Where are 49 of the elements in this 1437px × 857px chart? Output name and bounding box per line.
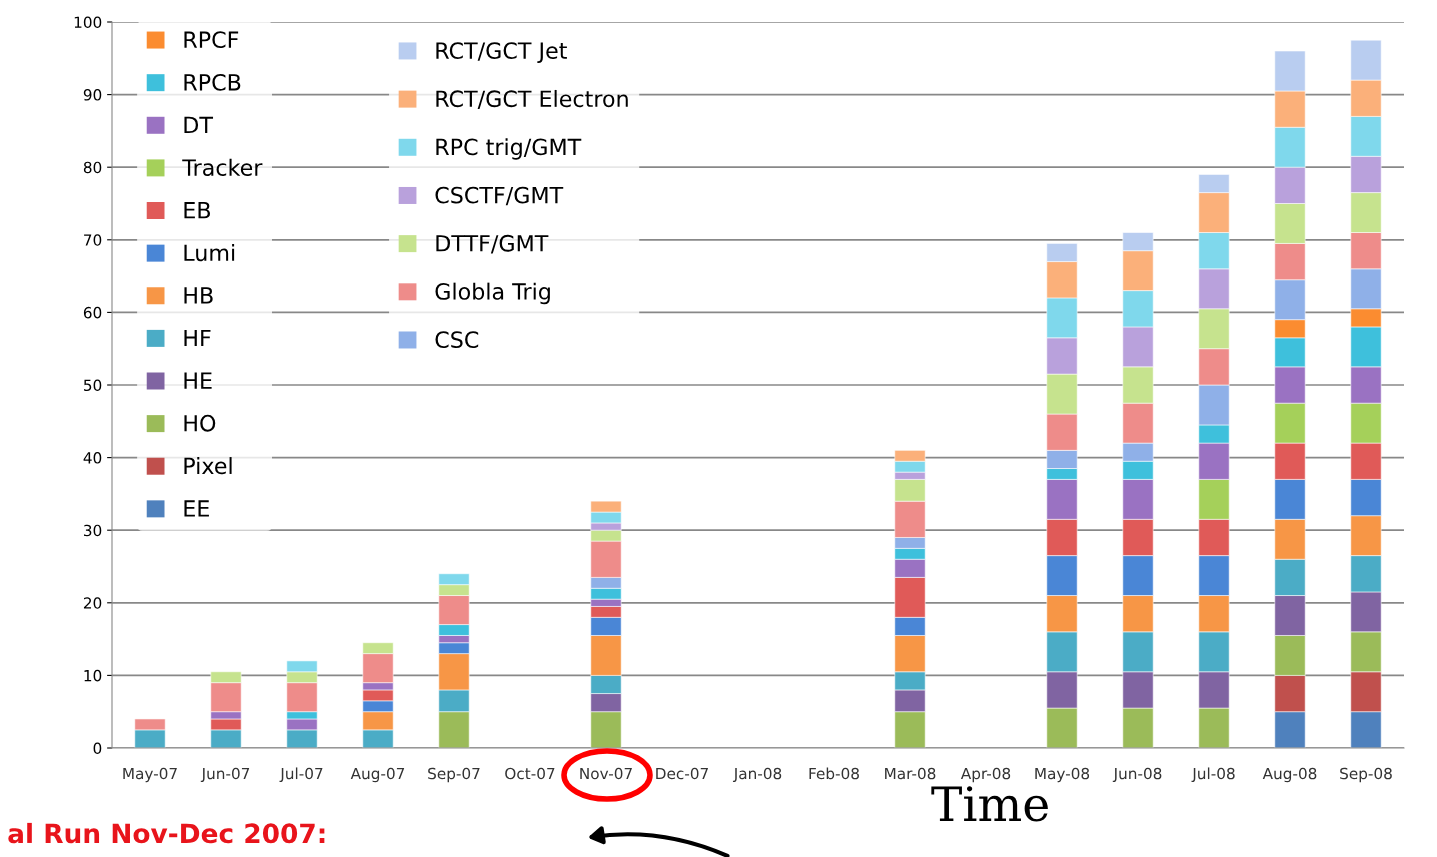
legend-label: CSC — [435, 331, 479, 349]
x-tick-label: Feb-08 — [809, 767, 859, 780]
x-tick-label: Jul-07 — [279, 767, 323, 783]
legend-label: HB — [184, 287, 213, 304]
y-tick-label: 80 — [83, 161, 102, 174]
legend-label: DT — [184, 116, 214, 134]
legend-label: RPCF — [184, 31, 239, 49]
legend-label: Globla Trig — [435, 282, 550, 305]
legend-label: DTTF/GMT — [436, 234, 549, 254]
x-tick-label: Jun-08 — [1112, 767, 1162, 783]
legend-label: HO — [184, 414, 216, 432]
legend-label: HE — [184, 372, 212, 389]
x-tick-label: Sep-07 — [428, 767, 480, 783]
x-tick-label: Oct-07 — [505, 767, 555, 780]
legend-label: Pixel — [184, 457, 232, 475]
x-tick-label: Jan-08 — [732, 767, 782, 783]
y-tick-label: 90 — [83, 89, 102, 101]
legend-label: HF — [184, 329, 211, 347]
legend-label: RPCB — [184, 73, 241, 91]
legend-label: Lumi — [184, 243, 235, 262]
legend-label: RCT/GCT Electron — [436, 89, 628, 109]
x-tick-label: May-07 — [123, 767, 177, 783]
y-tick-label: 70 — [84, 234, 102, 246]
x-tick-label: Dec-07 — [656, 767, 708, 780]
x-tick-label: Jun-07 — [200, 767, 250, 783]
x-axis-title: Time — [931, 786, 1048, 822]
x-tick-label: Aug-07 — [350, 767, 405, 783]
x-tick-label: Aug-08 — [1262, 767, 1317, 783]
x-tick-label: May-08 — [1035, 767, 1090, 783]
legend-label: EE — [184, 500, 209, 517]
y-tick-label: 20 — [83, 597, 102, 609]
y-tick-label: 0 — [93, 742, 102, 755]
legend-label: RPC trig/GMT — [436, 138, 582, 160]
legend-label: RCT/GCT Jet — [436, 42, 567, 64]
x-tick-label: Mar-08 — [885, 767, 936, 780]
y-tick-label: 100 — [74, 16, 102, 29]
legend-label: CSCTF/GMT — [435, 186, 564, 206]
x-tick-label: Sep-08 — [1340, 767, 1392, 783]
y-tick-label: 30 — [84, 524, 102, 537]
y-tick-label: 50 — [84, 379, 102, 392]
legend-label: EB — [184, 202, 210, 219]
text: al Run Nov-Dec 2007: — [8, 822, 325, 844]
legend-label: Tracker — [182, 158, 263, 176]
x-tick-label: Apr-08 — [960, 767, 1011, 783]
x-tick-label: Jul-08 — [1191, 767, 1235, 783]
y-tick-label: 10 — [84, 669, 102, 682]
x-tick-label: Nov-07 — [580, 767, 632, 780]
y-tick-label: 40 — [83, 452, 102, 464]
y-tick-label: 60 — [83, 306, 102, 319]
